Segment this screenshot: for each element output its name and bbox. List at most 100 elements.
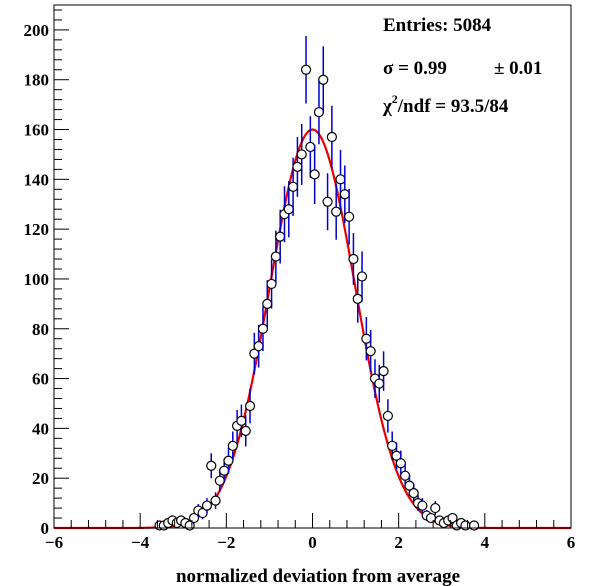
data-marker (309, 169, 320, 180)
data-marker (382, 410, 393, 422)
x-tick-label: 2 (394, 533, 403, 552)
data-point (309, 144, 320, 205)
chi2-ndf: /ndf = 93.5/84 (397, 96, 509, 117)
data-marker (352, 293, 363, 304)
sigma-error-label: ± 0.01 (494, 58, 542, 79)
data-point (352, 274, 363, 323)
axes-layer (53, 4, 572, 529)
data-point (223, 447, 234, 474)
y-tick-label: 160 (24, 121, 50, 140)
data-marker (283, 204, 294, 215)
data-marker (270, 251, 281, 262)
data-point (395, 450, 406, 476)
y-tick-label: 0 (41, 519, 50, 538)
chi2-exponent: 2 (392, 92, 398, 106)
data-point (240, 415, 251, 447)
data-marker (326, 131, 337, 143)
data-marker (227, 440, 238, 451)
data-marker (344, 211, 355, 222)
data-marker (430, 502, 441, 514)
data-marker (356, 271, 368, 282)
ticks-layer (53, 9, 572, 529)
data-points-layer (154, 35, 480, 531)
data-point (249, 332, 260, 375)
data-point (356, 251, 368, 302)
data-point (365, 330, 376, 373)
data-marker (374, 378, 385, 389)
data-marker (305, 141, 316, 153)
data-marker (296, 149, 307, 160)
data-marker (288, 181, 299, 192)
data-point (210, 492, 221, 509)
data-point (322, 173, 333, 231)
data-point (266, 259, 277, 309)
data-marker (257, 323, 269, 334)
data-point (335, 149, 346, 209)
x-tick-label: −4 (131, 533, 150, 552)
data-marker (361, 333, 372, 344)
data-point (331, 183, 342, 240)
data-point (300, 35, 312, 104)
data-marker (425, 512, 437, 524)
data-marker (262, 298, 273, 309)
data-marker (266, 278, 277, 290)
chi2-label: χ2/ndf = 93.5/84 (382, 92, 509, 117)
y-tick-label: 200 (24, 21, 50, 40)
data-point (257, 306, 269, 352)
entries-label: Entries: 5084 (383, 15, 492, 36)
data-marker (275, 231, 286, 242)
data-marker (240, 425, 251, 436)
data-marker (292, 161, 303, 172)
data-marker (210, 495, 221, 506)
data-marker (395, 458, 406, 469)
data-marker (223, 455, 234, 466)
data-point (425, 512, 437, 524)
data-marker (339, 189, 350, 200)
data-point (378, 351, 389, 391)
data-marker (206, 460, 217, 471)
data-marker (331, 206, 342, 217)
data-marker (335, 174, 346, 185)
y-tick-label: 100 (24, 270, 50, 289)
data-point (227, 431, 238, 461)
data-marker (318, 74, 329, 85)
data-point (313, 79, 325, 145)
data-marker (300, 64, 312, 75)
fit-layer (54, 128, 571, 530)
data-marker (313, 106, 325, 118)
y-tick-label: 180 (24, 71, 50, 90)
data-marker (244, 400, 256, 412)
data-point (460, 520, 471, 531)
x-tick-label: −6 (45, 533, 63, 552)
sigma-label: σ = 0.99 (383, 58, 447, 79)
data-point (201, 498, 213, 514)
data-point (326, 105, 337, 169)
data-marker (378, 366, 389, 377)
x-tick-label: 4 (481, 533, 490, 552)
plot-frame (53, 4, 572, 529)
x-tick-label: −2 (217, 533, 235, 552)
data-marker (253, 341, 264, 352)
data-point (296, 123, 307, 185)
x-tick-label: 0 (308, 533, 317, 552)
data-point (244, 388, 256, 424)
data-point (447, 512, 458, 524)
chi2-symbol: χ (382, 96, 392, 117)
data-point (344, 188, 355, 245)
data-point (188, 512, 200, 524)
y-tick-label: 140 (24, 170, 50, 189)
y-tick-label: 40 (32, 419, 49, 438)
data-point (292, 136, 303, 197)
data-marker (322, 196, 333, 207)
data-point (369, 359, 381, 398)
data-point (318, 46, 329, 114)
y-tick-label: 20 (32, 469, 49, 488)
fit-curve (54, 128, 571, 530)
data-point (417, 498, 428, 514)
data-marker (201, 500, 213, 511)
y-tick-label: 120 (24, 220, 50, 239)
data-marker (387, 440, 398, 451)
data-point (408, 483, 419, 503)
